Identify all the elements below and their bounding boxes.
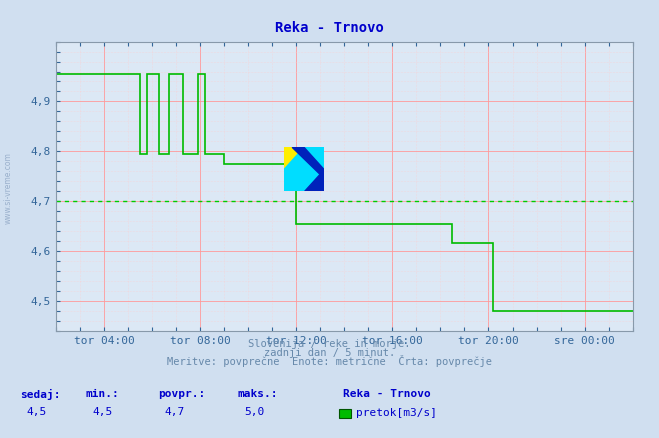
Text: Meritve: povprečne  Enote: metrične  Črta: povprečje: Meritve: povprečne Enote: metrične Črta:… <box>167 355 492 367</box>
Text: min.:: min.: <box>86 389 119 399</box>
Text: 5,0: 5,0 <box>244 407 264 417</box>
Bar <box>284 147 304 169</box>
Text: 4,5: 4,5 <box>26 407 47 417</box>
Text: 4,5: 4,5 <box>92 407 113 417</box>
Text: www.si-vreme.com: www.si-vreme.com <box>3 152 13 224</box>
Text: Reka - Trnovo: Reka - Trnovo <box>343 389 430 399</box>
Text: Slovenija / reke in morje.: Slovenija / reke in morje. <box>248 339 411 349</box>
Polygon shape <box>284 147 324 191</box>
Text: maks.:: maks.: <box>237 389 277 399</box>
Text: 4,7: 4,7 <box>165 407 185 417</box>
Text: zadnji dan / 5 minut.: zadnji dan / 5 minut. <box>264 348 395 357</box>
Polygon shape <box>292 147 324 178</box>
Text: sedaj:: sedaj: <box>20 389 60 400</box>
Text: povpr.:: povpr.: <box>158 389 206 399</box>
Text: Reka - Trnovo: Reka - Trnovo <box>275 21 384 35</box>
Text: pretok[m3/s]: pretok[m3/s] <box>356 409 437 418</box>
Polygon shape <box>304 169 324 191</box>
